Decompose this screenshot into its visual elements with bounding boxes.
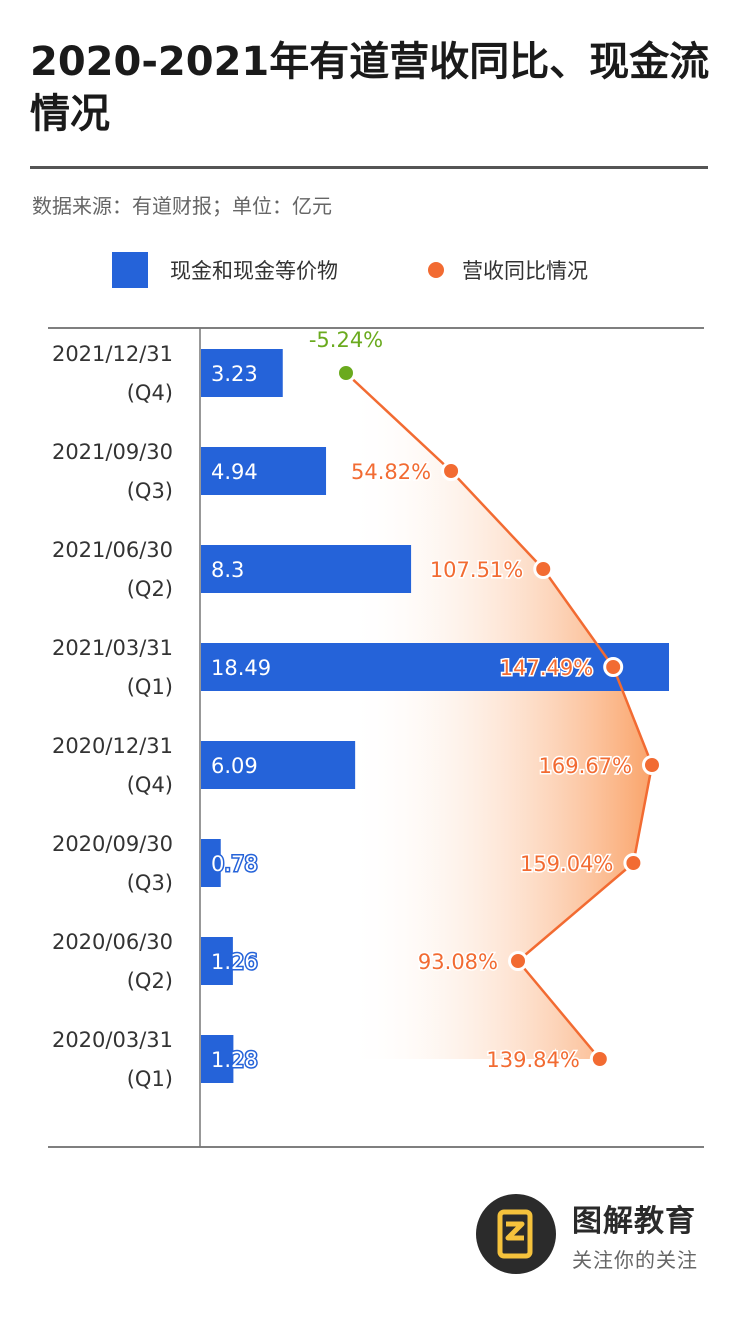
category-date-label: 2021/12/31 <box>52 342 173 366</box>
category-quarter-label: (Q3) <box>127 479 173 503</box>
cash-bar-label: 0.78 <box>211 852 258 876</box>
category-quarter-label: (Q2) <box>127 577 173 601</box>
legend-item-cash: 现金和现金等价物 <box>112 252 338 288</box>
legend-label-revenue-yoy: 营收同比情况 <box>462 259 588 283</box>
category-quarter-label: (Q2) <box>127 969 173 993</box>
revenue-yoy-area <box>346 373 652 1059</box>
revenue-yoy-point <box>589 1049 610 1069</box>
revenue-yoy-label: 139.84% <box>486 1048 579 1072</box>
revenue-yoy-point <box>441 461 462 481</box>
legend-swatch-bar <box>112 252 148 288</box>
revenue-yoy-point <box>603 657 624 677</box>
brand-name: 图解教育 <box>572 1204 696 1239</box>
cash-bar-label: 1.28 <box>211 1048 258 1072</box>
cash-bar-label: 3.23 <box>211 362 258 386</box>
category-quarter-label: (Q1) <box>127 675 173 699</box>
category-quarter-label: (Q4) <box>127 773 173 797</box>
cash-bar <box>201 643 669 691</box>
cash-bar-label: 4.94 <box>211 460 258 484</box>
revenue-yoy-label: 54.82% <box>351 460 431 484</box>
cash-bar-label: 18.49 <box>211 656 271 680</box>
revenue-yoy-point <box>533 559 554 579</box>
cash-bar <box>201 545 412 593</box>
category-quarter-label: (Q4) <box>127 381 173 405</box>
title-divider <box>30 166 708 169</box>
revenue-yoy-label: 93.08% <box>418 950 498 974</box>
revenue-yoy-label: -5.24% <box>309 328 383 352</box>
brand-slogan: 关注你的关注 <box>572 1248 698 1272</box>
cash-bar-label: 6.09 <box>211 754 258 778</box>
revenue-yoy-point <box>623 853 644 873</box>
category-quarter-label: (Q3) <box>127 871 173 895</box>
category-date-label: 2021/09/30 <box>52 440 173 464</box>
category-date-label: 2021/06/30 <box>52 538 173 562</box>
category-quarter-label: (Q1) <box>127 1067 173 1091</box>
cash-bar <box>201 937 233 985</box>
revenue-yoy-label: 147.49% <box>500 656 593 680</box>
legend-swatch-dot <box>428 262 444 278</box>
category-date-label: 2020/12/31 <box>52 734 173 758</box>
cash-bar <box>201 447 327 495</box>
category-date-label: 2020/09/30 <box>52 832 173 856</box>
category-date-label: 2021/03/31 <box>52 636 173 660</box>
revenue-yoy-label: 159.04% <box>520 852 613 876</box>
revenue-yoy-label: 169.67% <box>539 754 632 778</box>
legend-item-revenue-yoy: 营收同比情况 <box>428 252 588 288</box>
cash-bar-label: 8.3 <box>211 558 244 582</box>
category-date-label: 2020/03/31 <box>52 1028 173 1052</box>
cash-bar <box>201 741 356 789</box>
cash-bar <box>201 839 221 887</box>
category-date-label: 2020/06/30 <box>52 930 173 954</box>
revenue-yoy-line <box>345 372 654 1060</box>
chart-title: 2020-2021年有道营收同比、现金流情况 <box>30 39 710 137</box>
revenue-yoy-point <box>508 951 529 971</box>
data-source-note: 数据来源：有道财报；单位：亿元 <box>32 194 332 218</box>
revenue-yoy-label: 107.51% <box>430 558 523 582</box>
brand-logo-icon <box>476 1194 556 1274</box>
legend-label-cash: 现金和现金等价物 <box>170 259 338 283</box>
revenue-yoy-point <box>336 363 356 383</box>
cash-bar <box>201 349 283 397</box>
cash-bar <box>201 1035 234 1083</box>
revenue-yoy-point <box>642 755 662 775</box>
cash-bar-label: 1.26 <box>211 950 258 974</box>
